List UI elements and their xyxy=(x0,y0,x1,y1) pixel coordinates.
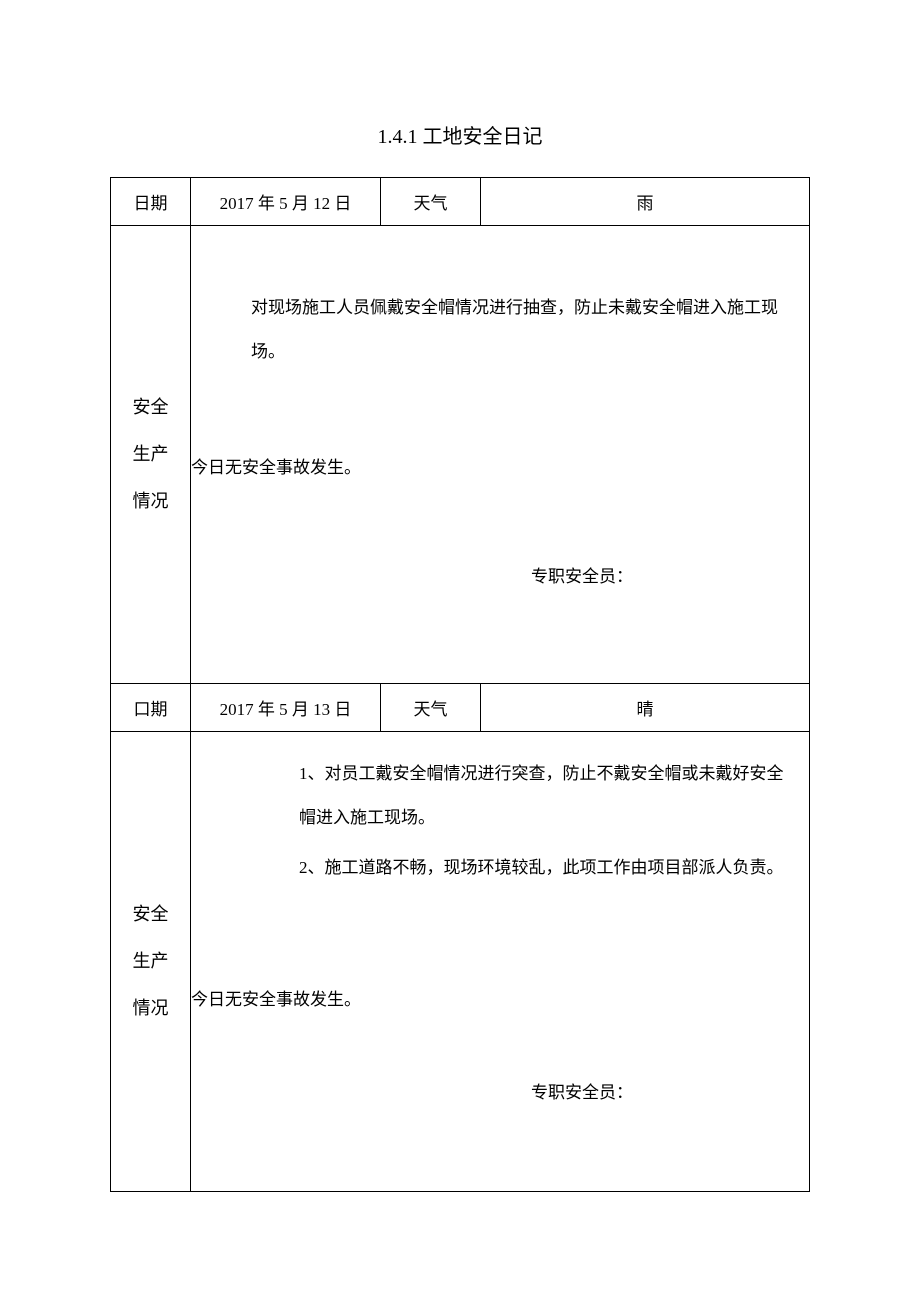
section-label-line: 生产 xyxy=(125,938,176,985)
entry-body-content: 1、对员工戴安全帽情况进行突查，防止不戴安全帽或未戴好安全帽进入施工现场。 2、… xyxy=(191,731,810,1191)
weather-label: 天气 xyxy=(381,178,481,226)
weather-value: 晴 xyxy=(481,683,810,731)
inspection-paragraph: 对现场施工人员佩戴安全帽情况进行抽查，防止未戴安全帽进入施工现场。 xyxy=(191,286,799,374)
section-label: 安全 生产 情况 xyxy=(111,226,191,684)
inspection-paragraph: 2、施工道路不畅，现场环境较乱，此项工作由项目部派人负责。 xyxy=(191,846,799,890)
weather-value: 雨 xyxy=(481,178,810,226)
document-title: 1.4.1 工地安全日记 xyxy=(110,120,810,149)
safety-log-table: 日期 2017 年 5 月 12 日 天气 雨 安全 生产 情况 对现场施工人员… xyxy=(110,177,810,1192)
weather-label: 天气 xyxy=(381,683,481,731)
section-label-line: 安全 xyxy=(125,891,176,938)
date-value: 2017 年 5 月 13 日 xyxy=(191,683,381,731)
safety-officer-sign: 专职安全员： xyxy=(191,1071,799,1115)
spacer xyxy=(191,1115,799,1177)
entry-body-row: 安全 生产 情况 1、对员工戴安全帽情况进行突查，防止不戴安全帽或未戴好安全帽进… xyxy=(111,731,810,1191)
section-label-line: 情况 xyxy=(125,478,176,525)
no-accident-line: 今日无安全事故发生。 xyxy=(191,446,799,490)
entry-header-row: 口期 2017 年 5 月 13 日 天气 晴 xyxy=(111,683,810,731)
date-label: 口期 xyxy=(111,683,191,731)
entry-body-content: 对现场施工人员佩戴安全帽情况进行抽查，防止未戴安全帽进入施工现场。 今日无安全事… xyxy=(191,226,810,684)
section-label: 安全 生产 情况 xyxy=(111,731,191,1191)
safety-officer-sign: 专职安全员： xyxy=(191,555,799,599)
inspection-paragraph: 1、对员工戴安全帽情况进行突查，防止不戴安全帽或未戴好安全帽进入施工现场。 xyxy=(191,752,799,840)
entry-header-row: 日期 2017 年 5 月 12 日 天气 雨 xyxy=(111,178,810,226)
section-label-line: 生产 xyxy=(125,431,176,478)
section-label-line: 情况 xyxy=(125,985,176,1032)
date-value: 2017 年 5 月 12 日 xyxy=(191,178,381,226)
entry-body-row: 安全 生产 情况 对现场施工人员佩戴安全帽情况进行抽查，防止未戴安全帽进入施工现… xyxy=(111,226,810,684)
spacer xyxy=(191,599,799,669)
section-label-line: 安全 xyxy=(125,384,176,431)
date-label: 日期 xyxy=(111,178,191,226)
no-accident-line: 今日无安全事故发生。 xyxy=(191,978,799,1022)
